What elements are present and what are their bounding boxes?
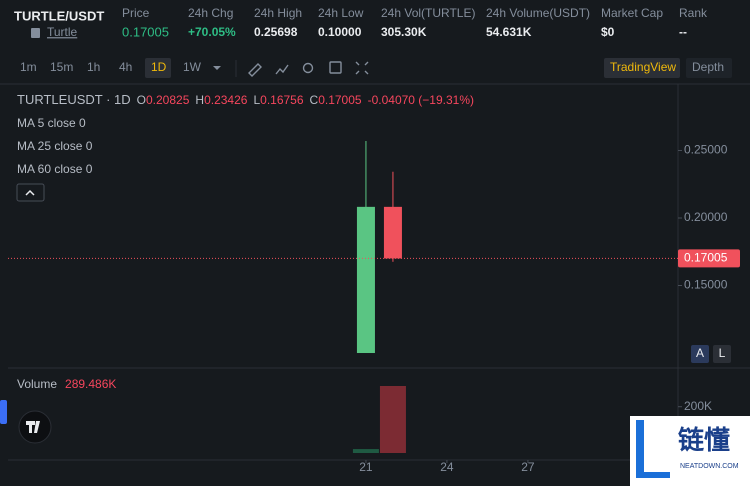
view-button[interactable]: TradingView [610,60,676,74]
indicator-legend: MA 25 close 0 [17,139,93,153]
side-tab[interactable] [0,400,7,424]
fullscreen-icon[interactable] [355,61,369,75]
volume-bar [352,449,379,453]
watermark-site: NEATDOWN.COM [680,463,739,470]
interval-button[interactable]: 4h [119,60,132,74]
stat-label: 24h Volume(USDT) [486,6,590,20]
last-price-label: 0.17005 [684,251,728,265]
stat-value: 54.631K [486,25,532,39]
scale-button: L [719,346,726,360]
view-button[interactable]: Depth [692,60,724,74]
interval-button[interactable]: 1h [87,60,100,74]
stat-label: Market Cap [601,6,663,20]
y-tick-label: 0.20000 [684,210,728,224]
interval-button[interactable]: 1m [20,60,37,74]
indicator-icon[interactable] [275,64,289,75]
stat-value: +70.05% [188,25,236,39]
volume-value: 289.486K [65,377,116,391]
stat-label: 24h Low [318,6,364,20]
token-icon [31,28,40,38]
chart-title: TURTLEUSDT · 1D [17,92,131,107]
volume-bar [379,385,406,453]
token-link[interactable]: Turtle [47,25,78,39]
x-tick-label: 21 [359,460,373,474]
volume-name: Volume [17,377,57,391]
stat-value: 0.25698 [254,25,298,39]
watermark: 链懂 NEATDOWN.COM [630,416,750,486]
interval-active-bg [145,58,171,78]
ohlc-key: C [310,93,319,107]
ohlc-key: L [253,93,260,107]
tool-icons [248,61,369,77]
settings-icon[interactable] [302,62,314,74]
draw-icon[interactable] [248,63,262,77]
y-tick-label: 0.25000 [684,143,728,157]
stat-value: 0.17005 [122,24,169,39]
scale-button-bg[interactable] [691,345,709,363]
indicator-legend: MA 60 close 0 [17,162,93,176]
interval-button[interactable]: 1D [151,60,167,74]
change: -0.04070 (−19.31%) [368,93,474,107]
view-bg [686,58,732,78]
stat-value: 305.30K [381,25,427,39]
collapse-icon [25,189,35,196]
stat-value: $0 [601,25,615,39]
stat-label: 24h Vol(TURTLE) [381,6,475,20]
ohlc-legend: TURTLEUSDT · 1D O0.20825 H0.23426 L0.16756 C… [17,92,474,107]
volume-y-tick-label: 200K [684,399,712,413]
stat-value: 0.10000 [318,25,362,39]
ohlc-value: 0.20825 [146,93,190,107]
view-bg [604,58,680,78]
candle-body [383,206,402,259]
scale-button: A [696,346,704,360]
x-tick-label: 24 [440,460,454,474]
watermark-logo [636,420,670,478]
ohlc-key: H [195,93,204,107]
stat-label: 24h Chg [188,6,233,20]
y-tick-label: 0.15000 [684,278,728,292]
save-icon[interactable] [329,61,342,74]
interval-dropdown[interactable] [213,66,221,70]
indicator-legend: MA 5 close 0 [17,116,86,130]
ohlc-value: 0.17005 [318,93,362,107]
x-tick-label: 27 [521,460,535,474]
scale-button-bg[interactable] [713,345,731,363]
interval-button[interactable]: 1W [183,60,202,74]
interval-button[interactable]: 15m [50,60,73,74]
ohlc-value: 0.16756 [260,93,304,107]
watermark-text: 链懂 [678,425,730,455]
pair: TURTLE/USDT [14,8,104,23]
stat-label: 24h High [254,6,302,20]
tv-logo-mark [26,421,40,433]
volume-legend: Volume 289.486K [17,377,116,391]
stat-value: -- [679,25,687,39]
collapse-button[interactable] [16,183,45,202]
ohlc-value: 0.23426 [204,93,248,107]
candle-body [356,206,375,354]
last-price-tag [678,249,740,268]
ohlc-key: O [137,93,146,107]
stat-label: Rank [679,6,708,20]
stat-label: Price [122,6,150,20]
